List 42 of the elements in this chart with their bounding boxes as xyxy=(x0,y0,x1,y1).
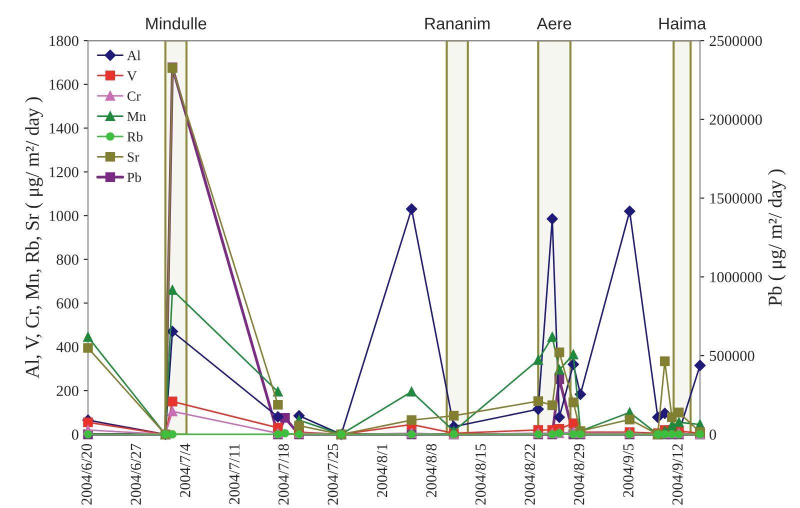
x-tick-label: 2004/7/18 xyxy=(278,444,289,505)
x-tick-label: 2004/6/27 xyxy=(130,444,142,505)
x-tick-label: 2004/8/1 xyxy=(376,444,388,498)
y2-tick-label: 2500000 xyxy=(710,36,762,46)
legend-label: Cr xyxy=(127,92,141,101)
y-tick-label: 200 xyxy=(56,386,78,396)
y-axis-title: Al, V, Cr, Mn, Rb, Sr ( μg/ m²/ day ) xyxy=(25,97,43,378)
y2-tick-label: 0 xyxy=(710,429,716,440)
y-tick-label: 800 xyxy=(56,254,78,265)
legend-label: Rb xyxy=(127,132,143,142)
x-tick-label: 2004/9/5 xyxy=(623,444,634,498)
x-tick-label: 2004/8/22 xyxy=(524,444,535,505)
legend-label: Al xyxy=(127,50,140,60)
y2-tick-label: 1000000 xyxy=(710,272,762,282)
x-tick-label: 2004/7/11 xyxy=(229,444,240,504)
x-tick-label: 2004/7/4 xyxy=(180,444,190,498)
legend-label: Pb xyxy=(127,172,142,182)
y2-tick-label: 1500000 xyxy=(710,193,762,204)
x-tick-label: 2004/7/25 xyxy=(328,444,338,505)
legend-label: V xyxy=(127,71,137,81)
y2-tick-label: 2000000 xyxy=(710,114,762,125)
y-tick-label: 1400 xyxy=(50,123,78,134)
y2-tick-label: 500000 xyxy=(710,350,754,362)
y-tick-label: 1000 xyxy=(50,210,78,222)
band-label: Haima xyxy=(659,17,706,30)
band-label: Rananim xyxy=(425,17,490,30)
y-tick-label: 400 xyxy=(56,342,78,352)
y-tick-label: 1800 xyxy=(50,36,78,46)
legend-label: Mn xyxy=(127,112,146,122)
x-tick-label: 2004/9/12 xyxy=(672,444,683,505)
y-tick-label: 1200 xyxy=(50,167,78,178)
band-label: Mindulle xyxy=(146,17,206,30)
y-tick-label: 1600 xyxy=(50,80,78,90)
y-tick-label: 600 xyxy=(56,298,78,309)
x-tick-label: 2004/8/8 xyxy=(426,444,437,498)
y2-axis-title: Pb ( μg/ m²/ day ) xyxy=(768,169,786,306)
legend-label: Sr xyxy=(128,152,140,162)
x-tick-label: 2004/8/29 xyxy=(574,444,584,505)
band-label: Aere xyxy=(536,18,572,30)
x-tick-label: 2004/6/20 xyxy=(82,444,92,505)
y-tick-label: 0 xyxy=(72,429,78,440)
x-tick-label: 2004/8/15 xyxy=(475,444,486,505)
